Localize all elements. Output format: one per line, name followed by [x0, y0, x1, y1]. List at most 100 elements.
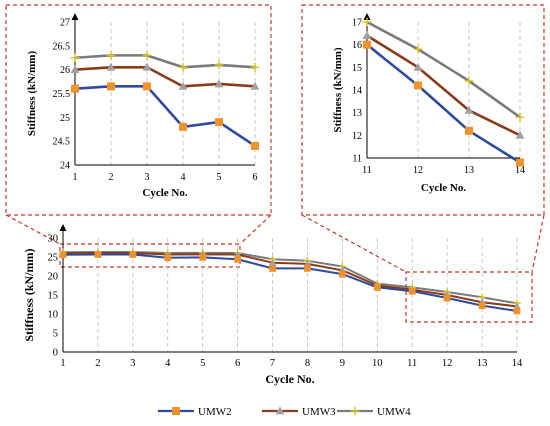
inset-right-point-umw4 — [413, 44, 423, 54]
legend-marker-umw3 — [275, 406, 285, 415]
main-point-umw2 — [59, 251, 67, 259]
main-point-umw2 — [129, 251, 137, 258]
main-series-umw2-line — [62, 253, 518, 312]
inset-left-y-axis-label: Stiffness (kN/mm) — [26, 51, 38, 137]
inset-right-point-umw2 — [414, 81, 422, 90]
inset-left-y-tick-label: 25 — [60, 113, 70, 124]
main-x-tick-label: 13 — [477, 358, 488, 369]
inset-left-y-tick-label: 27 — [60, 18, 70, 29]
inset-left-point-umw4 — [70, 53, 80, 63]
inset-left-x-tick-label: 5 — [217, 172, 222, 183]
inset-left-series-umw2-line — [74, 85, 256, 148]
main-x-tick-label: 4 — [165, 358, 171, 369]
main-point-umw2 — [304, 265, 311, 272]
legend-marker-umw2 — [172, 407, 180, 415]
inset-right-point-umw2 — [465, 126, 473, 135]
main-y-tick-label: 5 — [53, 329, 58, 340]
main-y-tick-label: 10 — [48, 310, 59, 321]
inset-right-point-umw2 — [363, 40, 371, 49]
main-x-tick-label: 10 — [372, 358, 383, 369]
inset-left-point-umw2 — [143, 82, 151, 91]
main-x-tick-label: 3 — [130, 358, 135, 369]
inset-right-y-axis-label: Stiffness (kN/mm) — [332, 47, 344, 133]
inset-left-point-umw4 — [178, 62, 188, 72]
main-x-tick-label: 11 — [407, 358, 417, 369]
inset-left-x-tick-label: 1 — [73, 172, 78, 183]
inset-left-frame — [5, 4, 272, 216]
inset-right-series-umw2-line — [366, 43, 521, 164]
inset-right-x-tick-label: 13 — [464, 165, 474, 176]
inset-left-point-umw3 — [142, 62, 152, 71]
main-x-tick-label: 5 — [200, 358, 205, 369]
inset-left-x-tick-label: 4 — [181, 172, 186, 183]
main-point-umw2 — [94, 251, 102, 258]
inset-left-y-axis-arrow — [71, 13, 79, 20]
inset-left-y-tick-label: 24.5 — [53, 137, 71, 148]
inset-right-point-umw4 — [362, 17, 372, 27]
inset-left-series-umw3-line — [74, 65, 256, 88]
inset-left-point-umw2 — [215, 118, 223, 127]
inset-left-chart: 1 2 3 4 5 6 24 24.5 25 25.5 26 26.5 27 Cycle No. Stiff… — [26, 13, 260, 199]
inset-left-point-umw3 — [70, 65, 80, 74]
inset-left-y-tick-label: 26.5 — [53, 41, 71, 52]
inset-left-point-umw3 — [106, 62, 116, 71]
main-point-umw2 — [164, 254, 172, 262]
main-point-umw2 — [234, 255, 242, 263]
legend-label-umw4: UMW4 — [377, 406, 411, 418]
inset-right-point-umw2 — [516, 158, 524, 167]
legend-label-umw3: UMW3 — [302, 406, 336, 418]
inset-left-point-umw4 — [142, 50, 152, 60]
inset-left-point-umw2 — [179, 122, 187, 131]
inset-left-y-tick-label: 24 — [60, 161, 70, 172]
inset-right-point-umw3 — [515, 130, 525, 139]
main-x-tick-label: 1 — [60, 358, 65, 369]
inset-right-series-umw3-line — [366, 34, 521, 137]
inset-left-point-umw2 — [71, 84, 79, 93]
inset-left-x-axis-label: Cycle No. — [142, 187, 187, 199]
inset-right-point-umw3 — [413, 62, 423, 71]
main-y-axis-label: Stiffness (kN/mm) — [22, 249, 36, 342]
inset-left-point-umw2 — [107, 82, 115, 91]
legend-marker-umw4 — [350, 406, 360, 416]
inset-right-y-tick-label: 15 — [352, 63, 362, 74]
main-x-tick-label: 7 — [270, 358, 275, 369]
connector-left-2 — [239, 214, 272, 245]
main-x-axis-label: Cycle No. — [265, 372, 314, 386]
main-point-umw2 — [408, 287, 416, 295]
inset-right-y-tick-label: 14 — [352, 86, 362, 97]
inset-right-x-tick-label: 14 — [515, 165, 525, 176]
inset-left-point-umw3 — [214, 79, 224, 88]
inset-left-point-umw2 — [251, 141, 259, 150]
connector-right-2 — [531, 214, 545, 273]
inset-left-x-tick-label: 3 — [145, 172, 150, 183]
legend-label-umw2: UMW2 — [198, 406, 232, 418]
main-y-tick-label: 15 — [48, 291, 59, 302]
main-series-umw3-line — [62, 252, 518, 308]
inset-left-x-tick-label: 6 — [253, 172, 258, 183]
inset-right-y-tick-label: 11 — [352, 154, 362, 165]
inset-left-point-umw3 — [178, 81, 188, 90]
main-y-tick-label: 0 — [53, 348, 58, 359]
main-x-tick-label: 6 — [235, 358, 240, 369]
main-point-umw2 — [338, 270, 346, 278]
inset-right-y-tick-label: 17 — [352, 18, 362, 29]
main-point-umw2 — [199, 253, 207, 261]
inset-right-point-umw3 — [362, 31, 372, 39]
inset-right-frame — [301, 4, 545, 216]
inset-right-x-tick-label: 12 — [413, 165, 423, 176]
main-x-tick-label: 12 — [442, 358, 453, 369]
inset-right-point-umw4 — [464, 76, 474, 86]
main-point-umw2 — [373, 284, 381, 291]
inset-left-y-tick-label: 25.5 — [53, 89, 71, 100]
inset-right-chart: 11 12 13 14 11 12 13 14 15 16 17 Cycle No. Stiffness… — [332, 13, 525, 194]
connector-left-1 — [5, 214, 61, 245]
inset-right-y-tick-label: 13 — [352, 108, 362, 119]
main-y-tick-label: 30 — [48, 234, 59, 245]
main-highlight-right — [405, 271, 533, 323]
inset-left-x-tick-label: 2 — [109, 172, 114, 183]
main-x-tick-label: 14 — [512, 358, 523, 369]
main-x-tick-label: 8 — [305, 358, 310, 369]
main-point-umw2 — [443, 294, 451, 302]
